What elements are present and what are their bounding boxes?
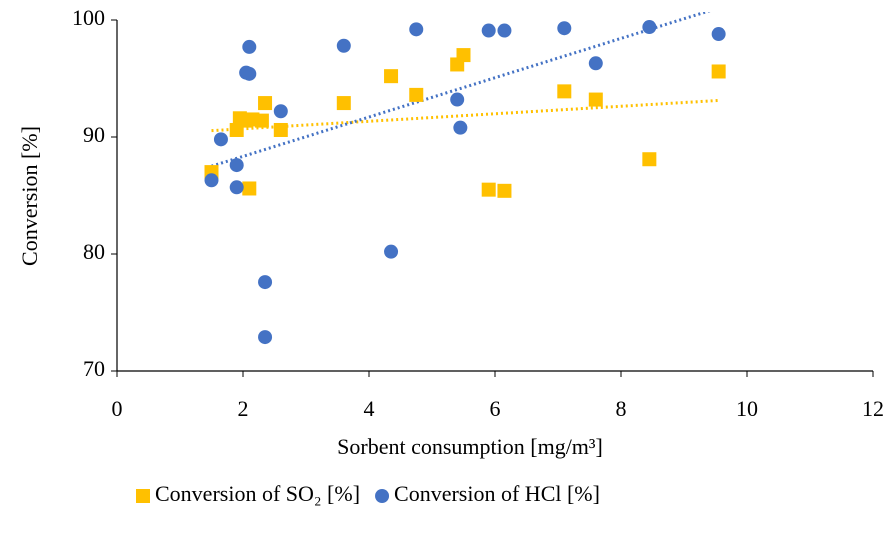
point [557, 84, 572, 99]
point [384, 69, 399, 84]
x-tick-label: 6 [490, 396, 501, 421]
point [588, 92, 603, 107]
y-tick-label: 80 [83, 239, 105, 264]
point [242, 181, 257, 196]
point [258, 330, 273, 345]
point [242, 39, 257, 54]
point [481, 182, 496, 197]
x-tick-label: 4 [364, 396, 375, 421]
point [384, 244, 399, 259]
point [273, 122, 288, 137]
point [254, 113, 269, 128]
point [456, 48, 471, 63]
x-tick-label: 0 [112, 396, 123, 421]
y-axis-label: Conversion [%] [17, 126, 42, 266]
legend-label: Conversion of HCl [%] [394, 481, 600, 506]
x-axis-label: Sorbent consumption [mg/m³] [337, 434, 603, 459]
point [229, 180, 244, 195]
point [204, 173, 219, 188]
point [273, 104, 288, 119]
trendline [211, 12, 711, 168]
point [711, 64, 726, 79]
point [711, 27, 726, 42]
point [258, 275, 273, 290]
x-tick-label: 10 [736, 396, 758, 421]
point [229, 158, 244, 173]
x-tick-label: 12 [862, 396, 884, 421]
legend-label: Conversion of SO₂ [%] [155, 481, 360, 506]
point [481, 23, 496, 38]
y-tick-label: 70 [83, 356, 105, 381]
x-tick-label: 8 [616, 396, 627, 421]
point [450, 92, 465, 107]
point [242, 66, 257, 81]
legend-marker [136, 489, 150, 503]
point [213, 132, 228, 147]
point [497, 23, 512, 38]
x-tick-label: 2 [238, 396, 249, 421]
y-tick-label: 100 [72, 5, 105, 30]
point [336, 38, 351, 53]
point [642, 152, 657, 167]
point [336, 96, 351, 111]
point [453, 120, 468, 135]
point [409, 87, 424, 102]
legend-marker [375, 489, 390, 503]
point [588, 56, 603, 71]
point [642, 20, 657, 35]
y-tick-label: 90 [83, 122, 105, 147]
point [258, 96, 273, 111]
point [409, 22, 424, 37]
point [497, 183, 512, 198]
point [557, 21, 572, 36]
